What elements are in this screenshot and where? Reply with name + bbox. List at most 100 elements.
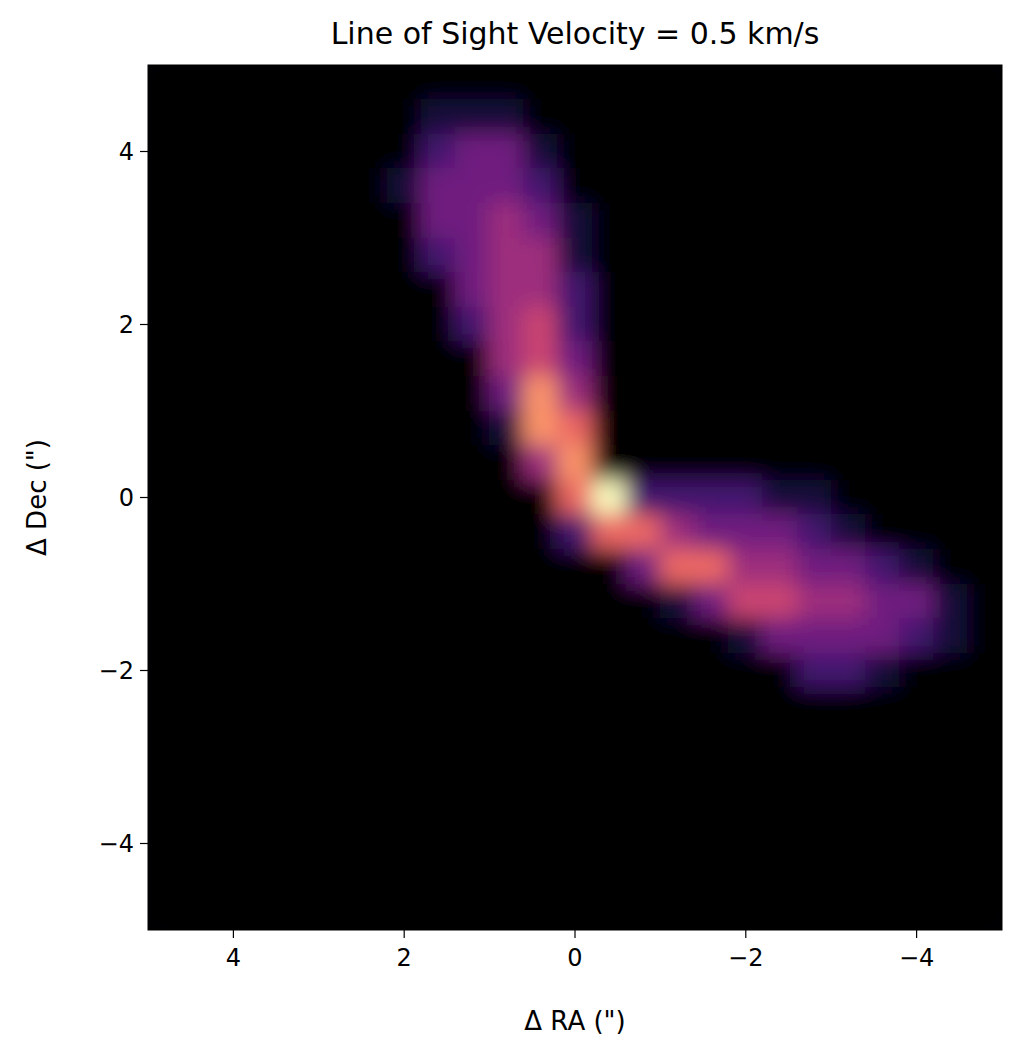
cell xyxy=(284,618,319,654)
cell xyxy=(660,791,695,827)
cell xyxy=(797,722,832,758)
cell xyxy=(967,65,1002,100)
cell xyxy=(865,549,900,585)
cell xyxy=(660,272,695,308)
cell xyxy=(933,514,968,550)
cell xyxy=(592,480,627,516)
cell xyxy=(284,272,319,308)
cell xyxy=(592,687,627,723)
cell xyxy=(660,826,695,862)
cell xyxy=(626,65,661,100)
cell xyxy=(489,272,524,308)
cell xyxy=(865,618,900,654)
cell xyxy=(182,584,217,620)
cell xyxy=(933,445,968,481)
cell xyxy=(216,445,251,481)
cell xyxy=(182,411,217,447)
cell xyxy=(216,687,251,723)
cell xyxy=(318,687,353,723)
cell xyxy=(831,549,866,585)
cell xyxy=(182,203,217,239)
cell xyxy=(967,480,1002,516)
cell xyxy=(284,549,319,585)
cell xyxy=(728,411,763,447)
cell xyxy=(318,168,353,204)
cell xyxy=(865,307,900,343)
cell xyxy=(592,168,627,204)
cell xyxy=(592,445,627,481)
cell xyxy=(455,238,490,274)
cell xyxy=(694,480,729,516)
cell xyxy=(216,791,251,827)
cell xyxy=(762,584,797,620)
cell xyxy=(523,238,558,274)
cell xyxy=(865,791,900,827)
cell xyxy=(387,272,422,308)
cell xyxy=(387,514,422,550)
cell xyxy=(831,860,866,896)
cell xyxy=(455,168,490,204)
cell xyxy=(421,514,456,550)
cell xyxy=(489,341,524,377)
cell xyxy=(831,826,866,862)
cell xyxy=(421,238,456,274)
cell xyxy=(455,826,490,862)
cell xyxy=(455,65,490,100)
cell xyxy=(557,757,592,793)
cell xyxy=(284,203,319,239)
cell xyxy=(352,584,387,620)
cell xyxy=(489,99,524,135)
cell xyxy=(387,791,422,827)
cell xyxy=(728,134,763,170)
cell xyxy=(523,168,558,204)
cell xyxy=(797,203,832,239)
cell xyxy=(933,341,968,377)
cell xyxy=(967,549,1002,585)
cell xyxy=(216,757,251,793)
cell xyxy=(899,411,934,447)
x-axis-title: Δ RA (") xyxy=(524,1006,625,1036)
cell xyxy=(387,445,422,481)
cell xyxy=(284,134,319,170)
cell xyxy=(387,341,422,377)
cell xyxy=(148,791,183,827)
x-tick-label: −2 xyxy=(728,944,763,972)
cell xyxy=(250,376,285,412)
cell xyxy=(182,895,217,930)
cell xyxy=(489,618,524,654)
x-tick-label: −4 xyxy=(899,944,934,972)
cell xyxy=(455,272,490,308)
cell xyxy=(626,549,661,585)
cell xyxy=(865,445,900,481)
cell xyxy=(489,860,524,896)
cell xyxy=(831,238,866,274)
cell xyxy=(933,757,968,793)
cell xyxy=(421,134,456,170)
cell xyxy=(899,445,934,481)
cell xyxy=(523,272,558,308)
cell xyxy=(182,307,217,343)
cell xyxy=(797,134,832,170)
cell xyxy=(148,860,183,896)
cell xyxy=(899,99,934,135)
cell xyxy=(899,168,934,204)
y-tick-label: −2 xyxy=(99,657,134,685)
cell xyxy=(831,791,866,827)
cell xyxy=(352,134,387,170)
cell xyxy=(216,549,251,585)
cell xyxy=(318,480,353,516)
cell xyxy=(797,584,832,620)
cell xyxy=(148,272,183,308)
y-tick xyxy=(140,324,148,325)
cell xyxy=(216,722,251,758)
cell xyxy=(489,584,524,620)
plot-frame xyxy=(148,65,1002,930)
cell xyxy=(557,203,592,239)
cell xyxy=(455,549,490,585)
cell xyxy=(933,376,968,412)
cell xyxy=(182,376,217,412)
x-tick xyxy=(745,930,746,938)
cell xyxy=(694,687,729,723)
cell xyxy=(626,341,661,377)
cell xyxy=(865,480,900,516)
